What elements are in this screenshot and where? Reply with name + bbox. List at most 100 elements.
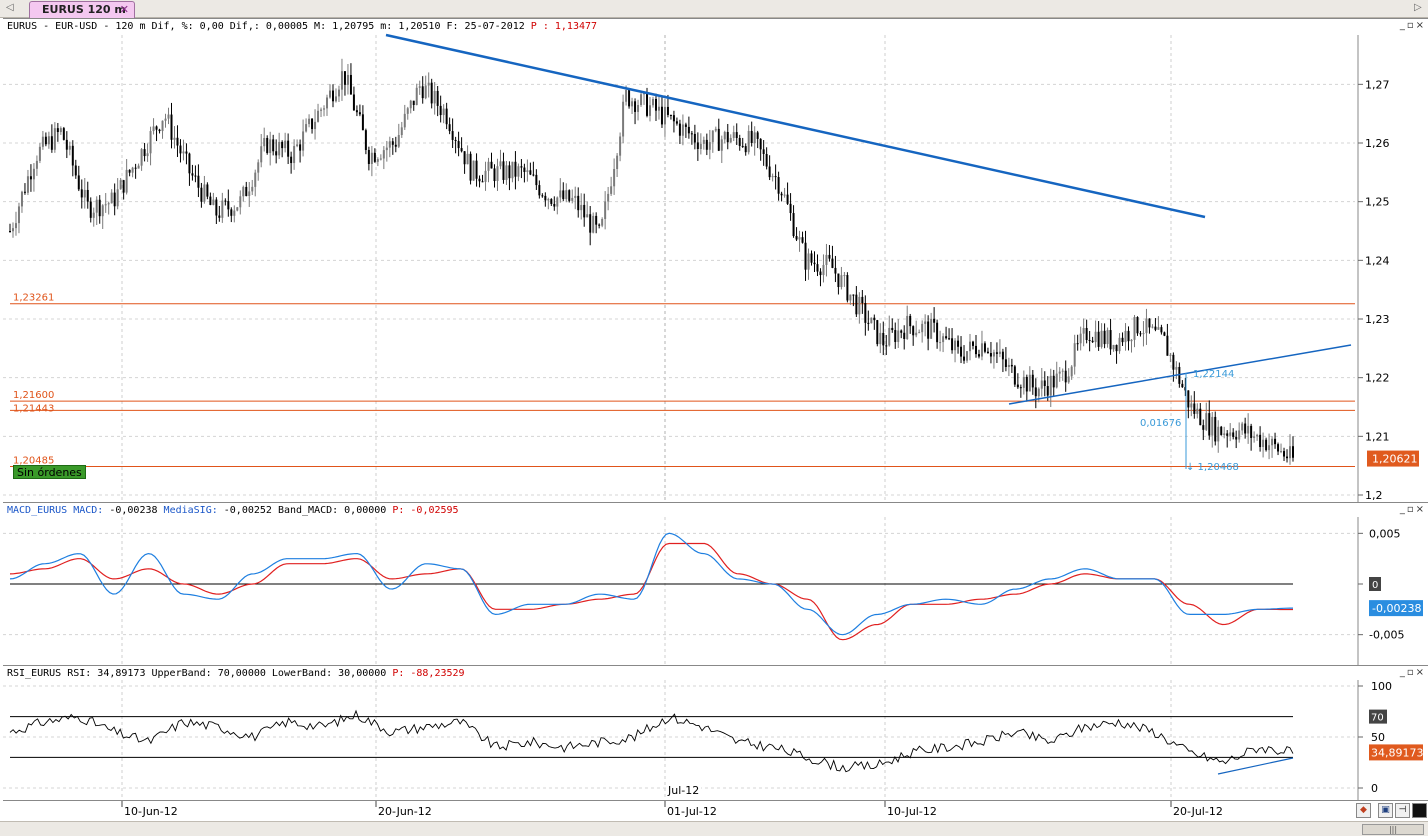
horizontal-scrollbar[interactable]: |||	[1362, 824, 1424, 835]
month-label: Jul-12	[666, 784, 702, 797]
candle-body	[1232, 432, 1235, 437]
candle-body	[711, 130, 714, 143]
candle-body	[1151, 326, 1154, 328]
candle-body	[1130, 339, 1133, 342]
candle-body	[918, 332, 921, 334]
candle-body	[17, 206, 20, 224]
candle-body	[1025, 376, 1028, 392]
price-tick-label: 1,27	[1365, 78, 1390, 91]
time-label: 20-Jul-12	[1173, 805, 1223, 818]
candle-body	[496, 166, 499, 182]
candle-body	[867, 322, 870, 324]
candle-body	[233, 210, 236, 216]
candle-body	[260, 146, 263, 163]
candle-body	[305, 124, 308, 132]
candle-body	[888, 327, 891, 346]
candle-body	[852, 294, 855, 296]
tab-eurus-120m[interactable]: EURUS 120 m ✕	[29, 1, 135, 18]
candle-body	[921, 323, 924, 333]
candle-body	[242, 186, 245, 197]
candle-body	[1031, 374, 1034, 388]
candle-body	[326, 97, 329, 109]
candle-body	[771, 176, 774, 178]
candle-body	[44, 136, 47, 145]
candle-body	[840, 275, 843, 288]
candle-body	[257, 162, 260, 173]
candle-body	[122, 180, 125, 193]
candle-body	[568, 190, 571, 201]
candle-body	[1238, 430, 1241, 440]
candle-body	[538, 185, 541, 196]
candle-body	[358, 112, 361, 115]
candle-body	[149, 131, 152, 154]
candle-body	[1193, 403, 1196, 414]
candle-body	[167, 114, 170, 119]
candle-body	[571, 197, 574, 201]
candle-body	[466, 153, 469, 165]
candle-body	[834, 267, 837, 274]
candle-body	[278, 141, 281, 156]
candle-body	[717, 128, 720, 151]
macd-chart[interactable]: 0,005 -0,005 0 -0,00238	[3, 503, 1428, 666]
candle-body	[974, 345, 977, 355]
candle-body	[989, 353, 992, 357]
candle-body	[164, 118, 167, 121]
candle-body	[430, 82, 433, 104]
close-tab-icon[interactable]: ✕	[119, 3, 129, 16]
candle-body	[53, 128, 56, 150]
candle-body	[281, 141, 284, 149]
candle-body	[185, 151, 188, 154]
candle-body	[735, 132, 738, 138]
rsi-chart[interactable]: 100 50 0 70 34,89173	[3, 666, 1428, 801]
candle-body	[1253, 436, 1256, 438]
candle-body	[1091, 340, 1094, 343]
candle-body	[56, 128, 59, 133]
candle-body	[819, 271, 822, 276]
candle-body	[936, 322, 939, 343]
macd-window-buttons[interactable]: _▫×	[1399, 504, 1426, 515]
candle-body	[424, 85, 427, 99]
candle-body	[792, 213, 795, 237]
candle-body	[681, 124, 684, 136]
save-icon[interactable]: ▣	[1378, 803, 1393, 818]
candle-body	[364, 130, 367, 150]
candle-body	[663, 106, 666, 125]
order-badge[interactable]: Sin órdenes	[13, 465, 86, 479]
candle-body	[26, 176, 29, 193]
candle-body	[637, 105, 640, 112]
candle-body	[92, 212, 95, 218]
candle-body	[631, 101, 634, 107]
candle-body	[137, 165, 140, 169]
candle-body	[23, 191, 26, 193]
annotation-label: ↓ 1,20468	[1186, 462, 1239, 473]
candle-body	[493, 168, 496, 182]
candle-body	[1064, 370, 1067, 383]
candle-body	[514, 161, 517, 177]
chart-settings-icon[interactable]: ◆	[1356, 803, 1371, 818]
price-tick-label: 1,23	[1365, 313, 1390, 326]
candle-body	[1010, 364, 1013, 367]
candle-body	[625, 89, 628, 102]
candle-body	[783, 194, 786, 196]
price-chart[interactable]: 1,23261 1,21600 1,21443 1,20485 1,22144 0,01…	[3, 19, 1428, 503]
scroll-right-icon[interactable]: ▷	[1414, 2, 1422, 13]
candle-body	[858, 296, 861, 315]
candle-body	[1121, 337, 1124, 343]
candle-body	[194, 175, 197, 177]
candle-body	[556, 197, 559, 207]
price-panel: EURUS - EUR-USD - 120 m Dif, %: 0,00 Dif…	[3, 18, 1428, 503]
candle-body	[912, 326, 915, 336]
macd-info-sig-value: -0,00252 Band_MACD: 0,00000	[217, 505, 393, 516]
export-icon[interactable]: ⊣	[1395, 803, 1410, 818]
rsi-window-buttons[interactable]: _▫×	[1399, 667, 1426, 678]
scroll-left-icon[interactable]: ◁	[6, 2, 14, 13]
black-square-icon[interactable]	[1412, 803, 1427, 818]
candle-body	[1268, 445, 1271, 451]
candle-body	[1181, 383, 1184, 388]
candle-body	[810, 253, 813, 263]
candle-body	[598, 224, 601, 226]
candle-body	[218, 215, 221, 218]
candle-body	[170, 114, 173, 140]
candle-body	[50, 136, 53, 150]
price-window-buttons[interactable]: _▫×	[1399, 20, 1426, 31]
